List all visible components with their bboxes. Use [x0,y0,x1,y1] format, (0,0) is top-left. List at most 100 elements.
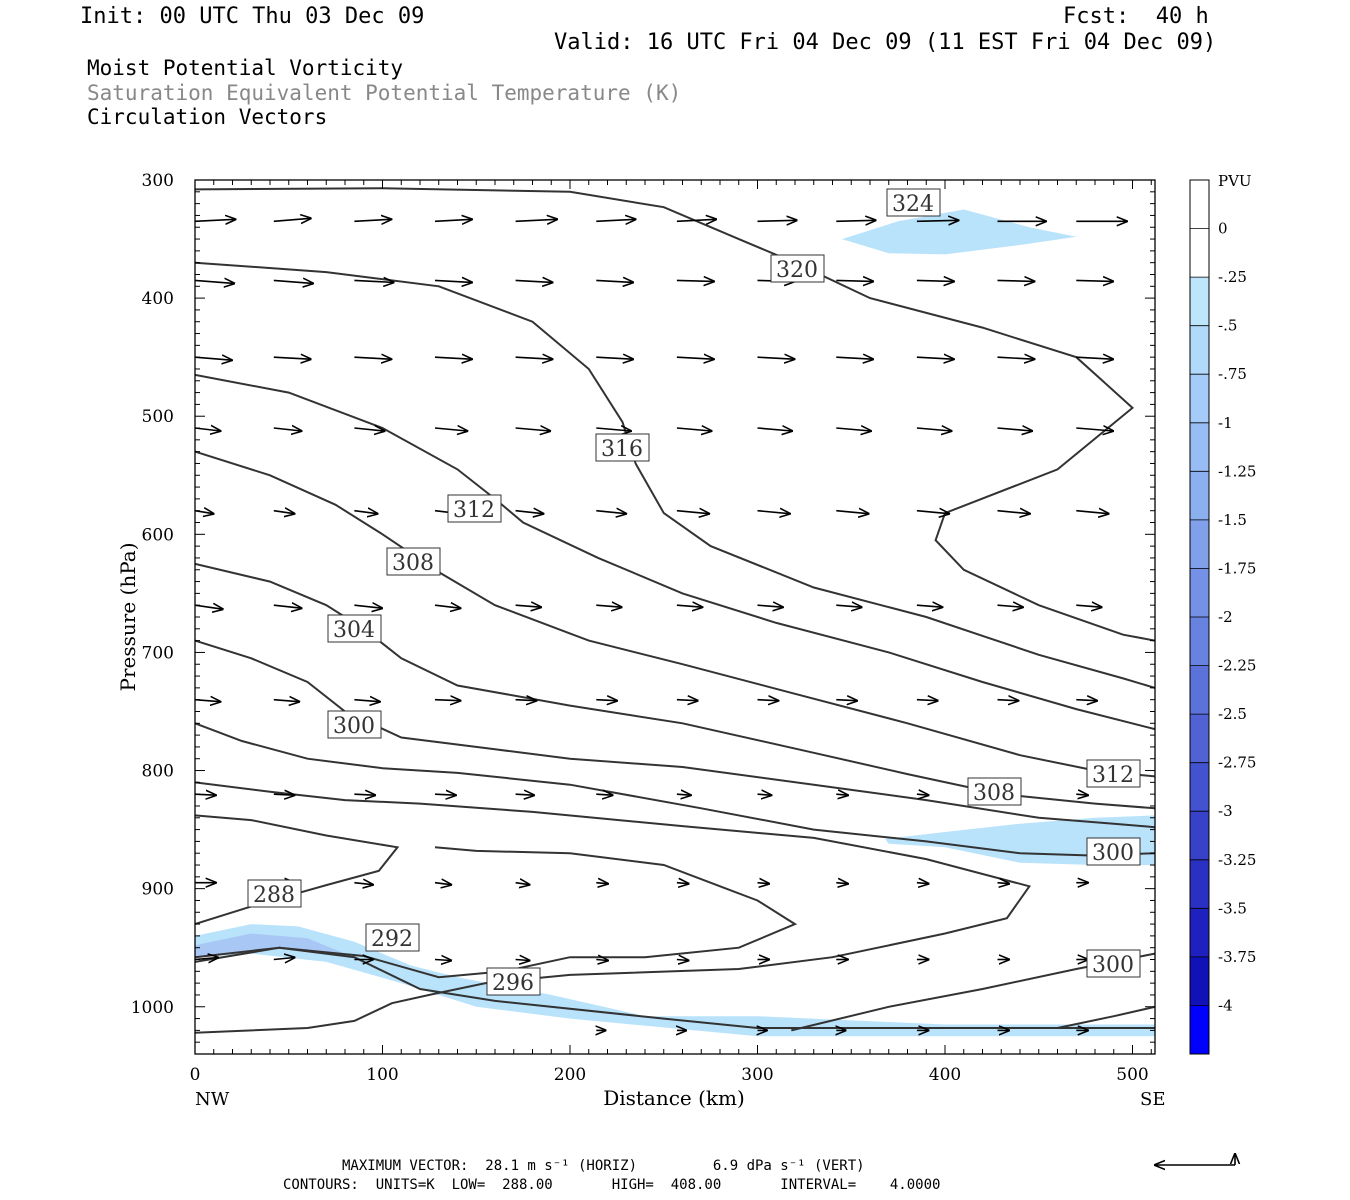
contour-label: 300 [1086,837,1141,866]
contour-label: 320 [770,254,825,283]
y-tick-label: 500 [142,407,174,427]
circulation-vector [836,511,868,514]
colorbar-label: -3.5 [1218,899,1247,917]
theta-es-contour [195,639,1155,829]
contour-label: 300 [327,710,382,739]
circulation-vector [757,794,772,795]
circulation-vector [195,357,232,360]
colorbar-swatch [1190,1005,1209,1055]
colorbar-swatch [1190,374,1209,424]
colorbar-label: -1.5 [1218,511,1247,529]
theta-es-contour [195,946,1155,1029]
contour-labels: 324 320 316 312 308 304 300 288 292 296 … [247,188,1141,996]
colorbar-label: 0 [1218,220,1228,238]
circulation-vector [273,280,313,283]
contour-label: 292 [365,923,420,952]
pvu-shaded-region [195,933,345,958]
circulation-vector [515,794,534,795]
theta-es-contour [195,187,1155,642]
x-axis-title: Distance (km) [603,1086,745,1110]
circulation-vector [515,960,530,961]
pvu-shaded-region [195,924,1155,1037]
field-sept-label: Saturation Equivalent Potential Temperat… [87,81,682,105]
circulation-vector [757,700,779,701]
colorbar-swatch [1190,180,1209,230]
circulation-vector [836,700,857,701]
circulation-vector [676,960,689,961]
circulation-vector [916,220,958,221]
pvu-colorbar: 0 -.25 -.5 -.75 -1 -1.25 -1.5 -1.75 -2 -2.25 -2.5 -… [1189,179,1256,1055]
svg-text:296: 296 [492,971,534,996]
circulation-vector [273,700,299,702]
circulation-vector [676,700,698,701]
svg-text:312: 312 [1092,763,1134,788]
pvu-shaded-region [841,209,1077,255]
circulation-vector [434,357,472,359]
y-tick-label: 400 [142,289,174,309]
circulation-vector [354,511,377,514]
colorbar-swatch [1190,422,1209,472]
circulation-vector [916,357,954,359]
circulation-vector [354,357,391,359]
circulation-vector [836,280,873,281]
valid-time: Valid: 16 UTC Fri 04 Dec 09 (11 EST Fri … [554,30,1217,55]
theta-es-contour [195,722,1155,857]
circulation-vector [1076,357,1113,359]
colorbar-label: -1 [1218,414,1233,432]
circulation-vector [273,357,311,359]
svg-text:308: 308 [392,551,434,576]
circulation-vector [916,511,949,514]
circulation-vector [997,280,1035,281]
circulation-vector [676,605,702,607]
circulation-vector [273,511,295,514]
contour-label: 316 [595,433,650,462]
circulation-vector [596,280,633,282]
circulation-vector [596,219,635,221]
reference-vector [1155,1154,1235,1165]
theta-es-contour [195,846,798,979]
y-axis-title: Pressure (hPa) [116,543,140,692]
field-vectors-label: Circulation Vectors [87,105,328,129]
circulation-vector [515,511,544,514]
circulation-vector [676,219,716,221]
circulation-vector [195,605,223,609]
circulation-vector [676,280,714,281]
circulation-vector [836,357,873,359]
theta-es-contour [195,781,1032,1034]
circulation-vector [354,605,382,608]
circulation-vector [676,357,714,359]
svg-text:300: 300 [1092,953,1134,978]
circulation-vector [997,605,1023,607]
colorbar-swatch [1190,519,1209,569]
colorbar-swatch [1190,859,1209,909]
svg-text:304: 304 [333,618,375,643]
circulation-vector [434,794,456,795]
circulation-vector [434,280,472,282]
circulation-vector [273,794,295,795]
colorbar-title: PVU [1218,172,1252,190]
colorbar-swatch [1190,228,1209,278]
circulation-vector [1076,700,1097,701]
circulation-vector [434,883,451,885]
circulation-vector [596,357,633,359]
circulation-vector [1076,511,1108,514]
circulation-vector [434,428,467,431]
circulation-vector [916,605,942,607]
circulation-vector [997,428,1033,431]
circulation-vector [515,219,557,221]
circulation-vector [757,357,795,359]
x-axis-right-end-label: SE [1140,1089,1165,1110]
circulation-vector [354,700,379,702]
y-tick-label: 600 [142,525,174,545]
y-tick-label: 800 [142,762,174,782]
colorbar-swatch [1190,617,1209,667]
forecast-hour: Fcst: 40 h [1063,4,1209,29]
contour-label: 312 [1086,759,1141,788]
circulation-vector [916,883,929,884]
circulation-vector [434,605,460,608]
circulation-vector [596,794,612,795]
svg-text:324: 324 [892,192,934,217]
colorbar-swatch [1190,762,1209,812]
svg-text:316: 316 [601,437,643,462]
